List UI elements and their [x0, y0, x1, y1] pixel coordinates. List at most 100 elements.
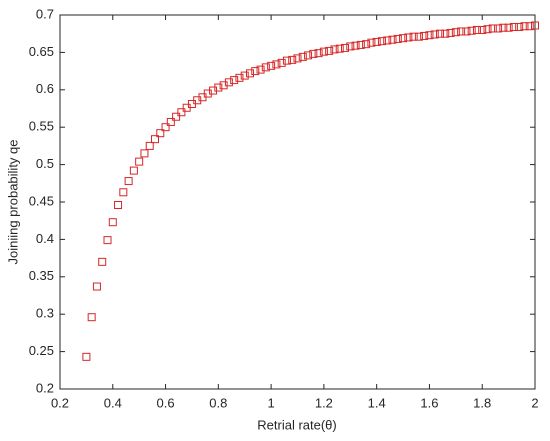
y-tick-label: 0.35	[29, 268, 54, 283]
point	[446, 28, 455, 37]
y-tick-label: 0.25	[29, 343, 54, 358]
point	[494, 24, 503, 33]
point	[304, 51, 313, 60]
point	[203, 89, 212, 98]
point	[256, 65, 265, 74]
point	[388, 35, 397, 44]
point	[124, 177, 133, 186]
point	[166, 117, 175, 126]
point	[520, 22, 529, 31]
point	[293, 54, 302, 63]
point	[193, 96, 202, 105]
point	[462, 27, 471, 36]
point	[309, 49, 318, 58]
point	[367, 38, 376, 47]
point	[230, 76, 239, 85]
point	[282, 56, 291, 65]
x-tick-label: 1.2	[315, 395, 333, 410]
point	[335, 44, 344, 53]
point	[135, 157, 144, 166]
point	[472, 25, 481, 34]
point	[478, 25, 487, 34]
point	[277, 58, 286, 67]
point	[98, 257, 107, 266]
point	[114, 200, 123, 209]
point	[330, 45, 339, 54]
point	[488, 24, 497, 33]
y-tick-label: 0.2	[36, 380, 54, 395]
point	[430, 30, 439, 39]
point	[483, 25, 492, 34]
point	[314, 49, 323, 58]
x-tick-label: 1.6	[420, 395, 438, 410]
x-tick-label: 2	[531, 395, 538, 410]
point	[351, 41, 360, 50]
x-tick-label: 0.2	[51, 395, 69, 410]
y-tick-label: 0.4	[36, 231, 54, 246]
point	[346, 42, 355, 51]
point	[261, 63, 270, 72]
x-tick-label: 1.8	[473, 395, 491, 410]
point	[504, 23, 513, 32]
y-tick-label: 0.3	[36, 306, 54, 321]
point	[441, 29, 450, 38]
point	[420, 31, 429, 40]
point	[409, 32, 418, 41]
point	[219, 81, 228, 90]
point	[319, 47, 328, 56]
point	[436, 29, 444, 38]
point	[383, 36, 392, 45]
point	[119, 188, 128, 197]
point	[177, 108, 186, 117]
point	[325, 46, 334, 55]
point	[399, 34, 408, 43]
x-tick-label: 1.4	[368, 395, 386, 410]
point	[499, 23, 508, 32]
point	[103, 236, 112, 245]
point	[356, 40, 365, 49]
x-axis-label: Retrial rate(θ)	[257, 417, 336, 432]
point	[224, 78, 233, 87]
x-tick-label: 1	[267, 395, 274, 410]
point	[298, 52, 307, 61]
point	[82, 352, 91, 361]
point	[108, 218, 117, 227]
point	[525, 22, 534, 31]
point	[151, 135, 159, 144]
x-tick-label: 0.8	[209, 395, 227, 410]
point	[451, 28, 460, 37]
y-axis-label: Joiniing probability qe	[5, 139, 20, 264]
point	[240, 71, 249, 80]
point	[362, 40, 371, 49]
y-tick-label: 0.55	[29, 119, 54, 134]
point	[235, 73, 244, 82]
point	[272, 60, 281, 69]
x-tick-label: 0.4	[104, 395, 122, 410]
point	[251, 67, 260, 76]
y-tick-label: 0.7	[36, 6, 54, 21]
point	[214, 83, 223, 92]
point	[161, 123, 170, 132]
y-tick-label: 0.65	[29, 44, 54, 59]
point	[531, 21, 539, 30]
point	[145, 141, 154, 150]
y-tick-label: 0.5	[36, 156, 54, 171]
point	[246, 69, 254, 78]
point	[372, 37, 381, 46]
point	[140, 149, 149, 158]
point	[467, 26, 476, 35]
point	[509, 22, 518, 31]
point	[87, 313, 96, 322]
point	[92, 282, 101, 291]
point	[404, 33, 413, 42]
x-tick-label: 0.6	[157, 395, 175, 410]
point	[288, 55, 297, 64]
point	[414, 32, 423, 41]
point	[156, 129, 165, 138]
point	[172, 112, 181, 121]
point	[457, 27, 466, 36]
point	[267, 61, 276, 70]
